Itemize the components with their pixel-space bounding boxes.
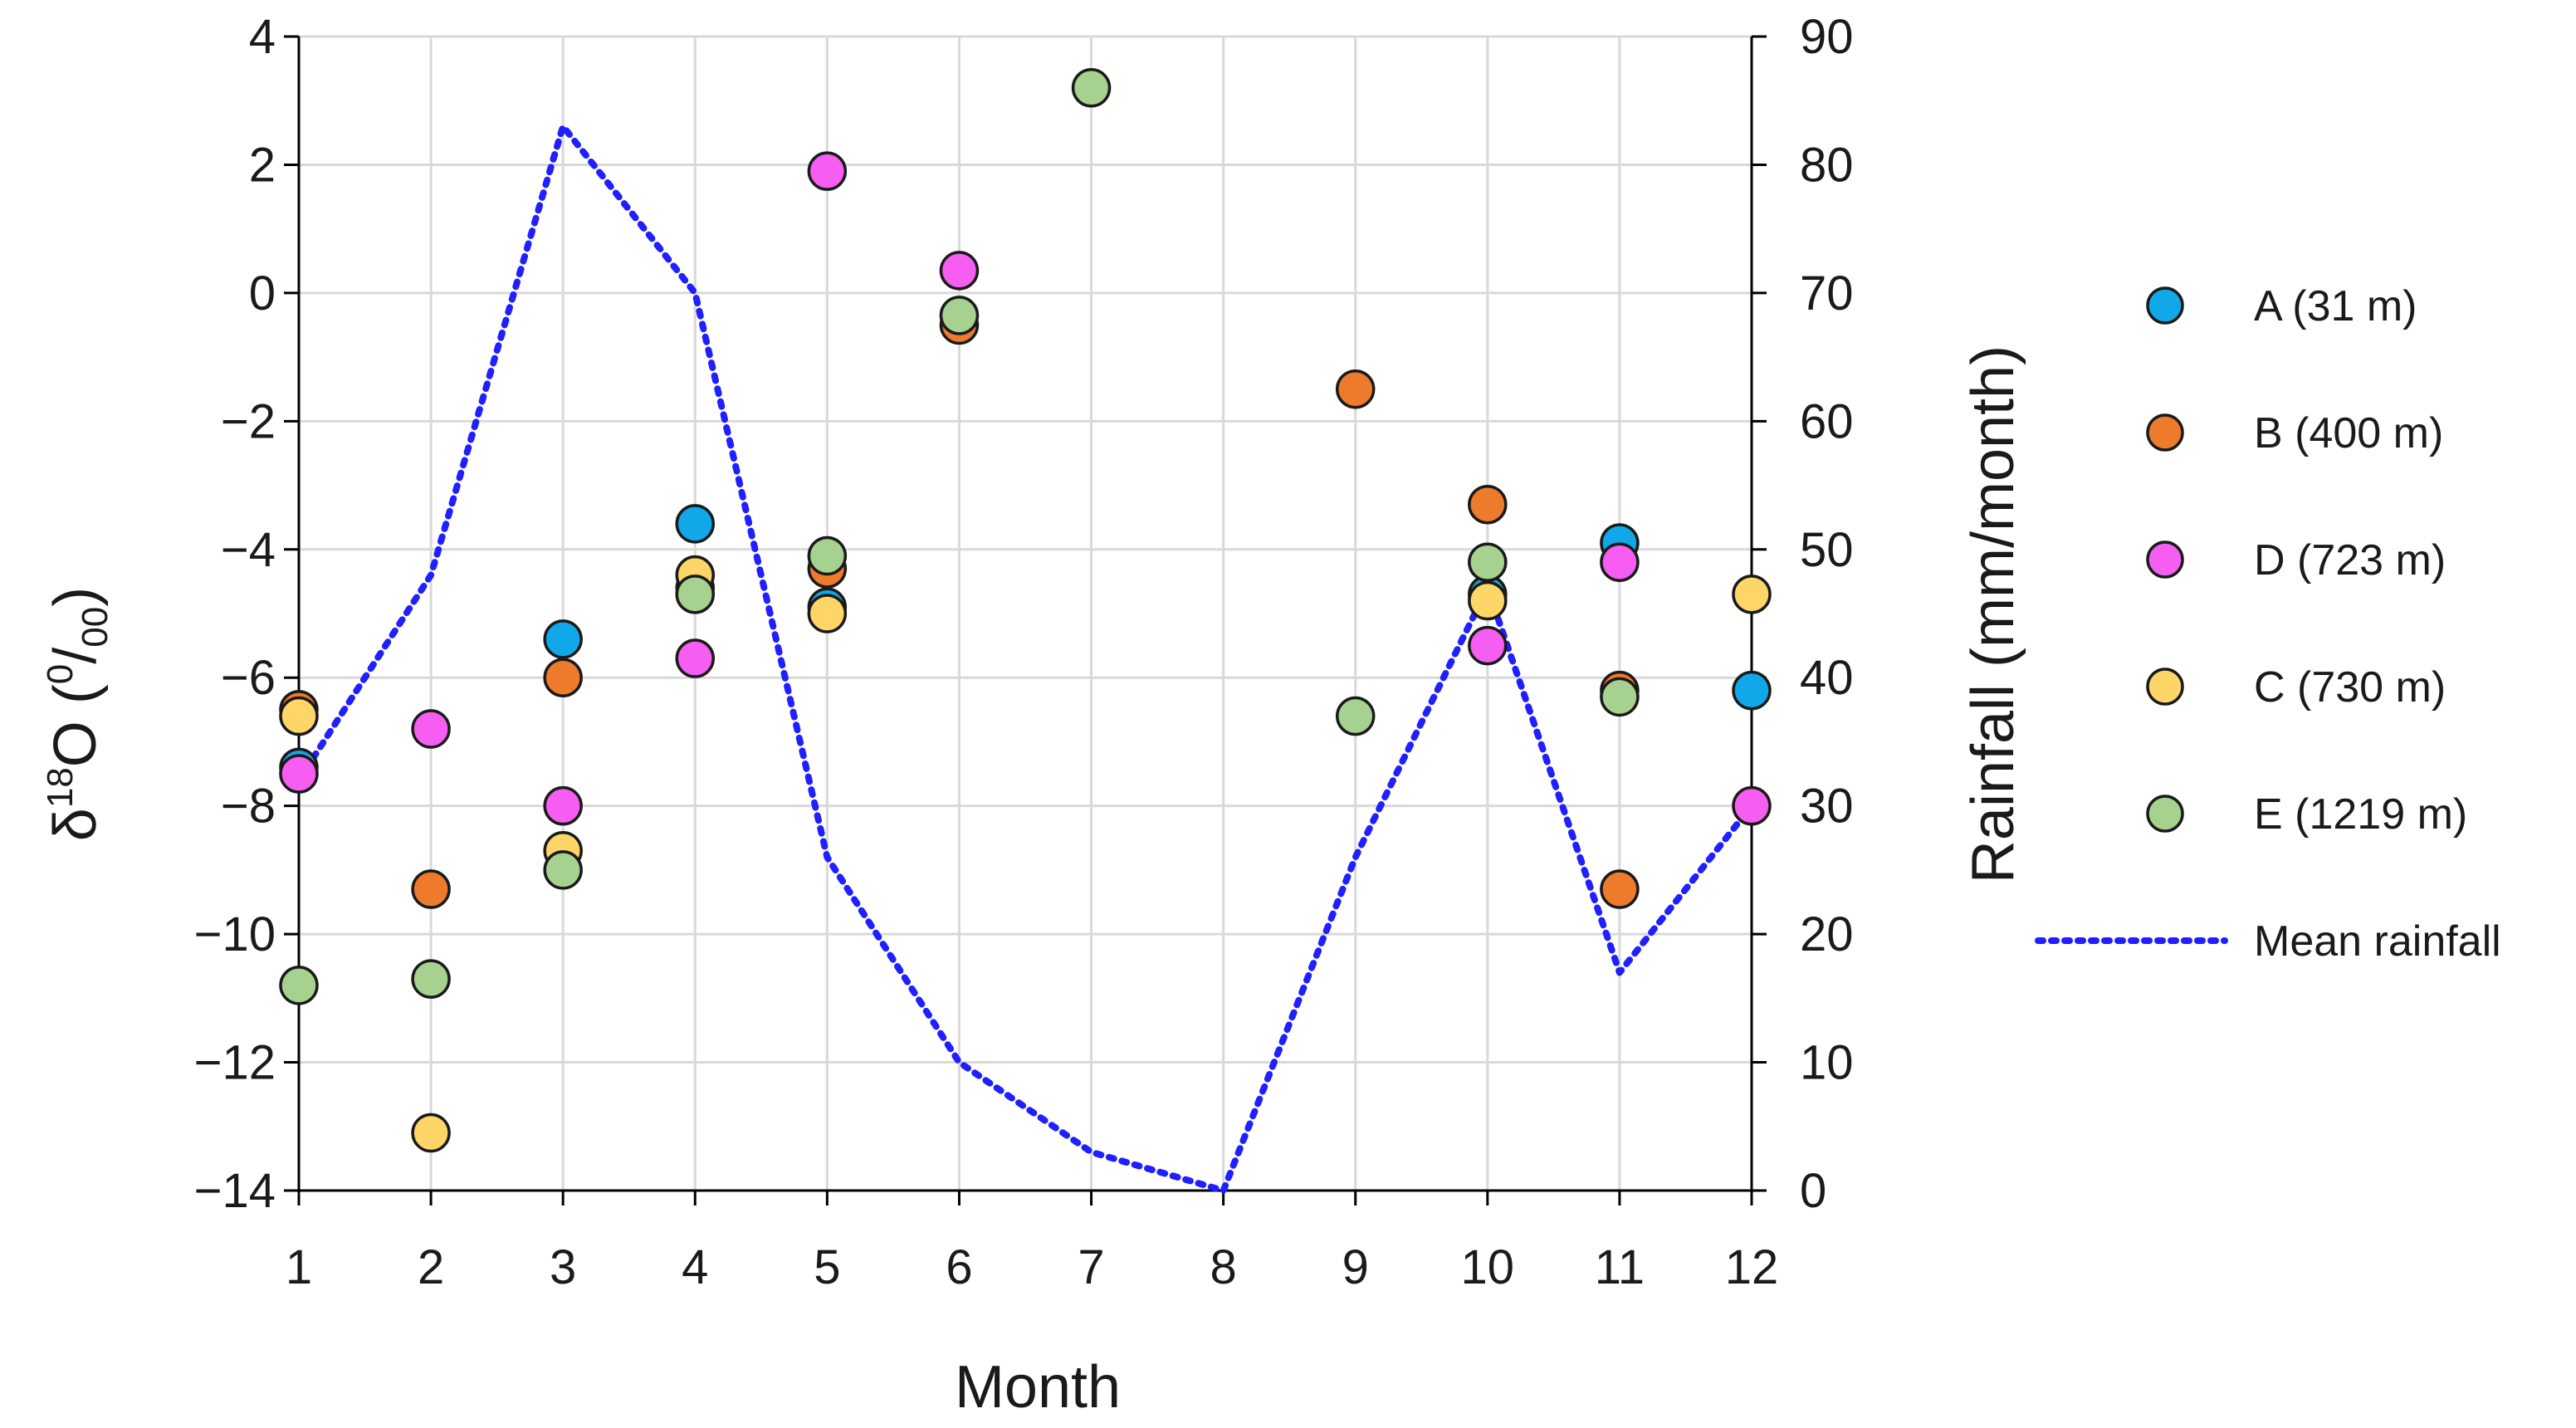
y-axis-title-unit-sub: 00 — [75, 607, 115, 648]
data-point — [543, 850, 583, 890]
ticks-layer: 1 2 3 4 5 6 7 8 9 10 11 12420−2−4−6−8−10−12−1490807… — [194, 10, 1854, 1294]
y2-tick-label: 50 — [1800, 523, 1854, 577]
data-point — [1600, 869, 1640, 909]
y2-tick-label: 10 — [1800, 1036, 1854, 1090]
y-tick-label: 2 — [249, 138, 276, 192]
legend-marker-c — [2146, 668, 2184, 706]
data-point — [1732, 670, 1772, 711]
data-point — [279, 966, 319, 1005]
rainfall-line-layer — [296, 123, 1755, 1194]
x-tick-label: 10 — [1461, 1240, 1515, 1294]
y-axis-title-unit-sup: 0 — [40, 664, 81, 684]
points-layer — [279, 68, 1772, 1153]
data-point — [1468, 625, 1508, 666]
data-point — [411, 709, 451, 749]
data-point — [1071, 68, 1112, 108]
series-3 — [279, 151, 1772, 826]
y2-tick-label: 90 — [1800, 10, 1854, 64]
data-point — [939, 296, 980, 335]
data-point — [807, 594, 848, 633]
axes-layer — [284, 35, 1767, 1205]
y-tick-label: −4 — [221, 523, 276, 577]
legend-label-c: C (730 m) — [2254, 663, 2446, 712]
legend-marker-e — [2146, 795, 2184, 833]
y2-tick-label: 0 — [1800, 1164, 1826, 1218]
data-point — [1335, 696, 1376, 736]
data-point — [1468, 580, 1508, 621]
x-tick-label: 3 — [550, 1240, 576, 1294]
y2-tick-label: 80 — [1800, 138, 1854, 192]
y-axis-title-close: ) — [42, 587, 109, 607]
grid-layer — [297, 35, 1753, 1192]
legend-label-mean-rainfall: Mean rainfall — [2254, 917, 2501, 966]
data-point — [1732, 575, 1772, 614]
x-tick-label: 2 — [418, 1240, 444, 1294]
data-point — [411, 959, 451, 999]
y-axis-title: δ18O (0/00) — [40, 587, 115, 841]
x-tick-label: 11 — [1595, 1240, 1645, 1294]
y-tick-label: 0 — [249, 267, 276, 320]
series-1 — [279, 504, 1772, 788]
y2-tick-label: 30 — [1800, 780, 1854, 834]
x-tick-label: 1 — [286, 1240, 312, 1294]
legend: A (31 m) B (400 m) D (723 m) C (730 m) E… — [2035, 282, 2501, 966]
data-point — [675, 504, 716, 544]
y2-axis-title: Rainfall (mm/month) — [1960, 345, 2026, 883]
data-point — [1600, 677, 1640, 717]
y-axis-title-element: O ( — [42, 684, 109, 767]
x-tick-label: 9 — [1342, 1240, 1369, 1294]
x-axis-title: Month — [955, 1354, 1121, 1421]
y2-tick-label: 70 — [1800, 267, 1854, 320]
data-point — [807, 536, 848, 576]
legend-label-a: A (31 m) — [2254, 282, 2417, 330]
y-tick-label: −10 — [194, 907, 276, 961]
y-axis-title-delta: δ — [42, 808, 109, 841]
x-tick-label: 8 — [1210, 1240, 1237, 1294]
y-tick-label: 4 — [249, 10, 276, 64]
legend-marker-a — [2146, 286, 2184, 325]
data-point — [939, 251, 980, 291]
data-point — [675, 575, 716, 614]
y2-tick-label: 20 — [1800, 907, 1854, 961]
x-tick-label: 5 — [814, 1240, 840, 1294]
data-point — [279, 754, 319, 794]
x-tick-label: 12 — [1725, 1240, 1779, 1294]
y-tick-label: −12 — [194, 1036, 276, 1090]
y-tick-label: −14 — [194, 1164, 276, 1218]
y-axis-title-slash: / — [42, 648, 109, 664]
x-tick-label: 7 — [1078, 1240, 1104, 1294]
y-tick-label: −2 — [221, 394, 276, 448]
legend-label-d: D (723 m) — [2254, 536, 2446, 584]
series-5 — [279, 68, 1640, 1005]
y2-tick-label: 40 — [1800, 651, 1854, 705]
y2-tick-label: 60 — [1800, 394, 1854, 448]
data-point — [543, 785, 583, 826]
data-point — [543, 619, 583, 659]
data-point — [1468, 484, 1508, 525]
data-point — [411, 1113, 451, 1153]
data-point — [1600, 542, 1640, 582]
y-tick-label: −6 — [221, 651, 276, 705]
data-point — [807, 151, 848, 191]
legend-marker-b — [2146, 413, 2184, 452]
x-tick-label: 4 — [682, 1240, 708, 1294]
legend-marker-d — [2146, 540, 2184, 579]
data-point — [675, 638, 716, 678]
legend-label-e: E (1219 m) — [2254, 790, 2467, 839]
y-tick-label: −8 — [221, 780, 276, 834]
y-axis-title-superscript: 18 — [40, 767, 81, 808]
data-point — [543, 658, 583, 697]
data-point — [411, 869, 451, 909]
data-point — [1468, 542, 1508, 582]
data-point — [279, 696, 319, 736]
data-point — [1335, 369, 1376, 409]
x-tick-label: 6 — [946, 1240, 972, 1294]
data-point — [1732, 785, 1772, 826]
legend-label-b: B (400 m) — [2254, 409, 2443, 457]
rainfall-line — [296, 123, 1755, 1194]
